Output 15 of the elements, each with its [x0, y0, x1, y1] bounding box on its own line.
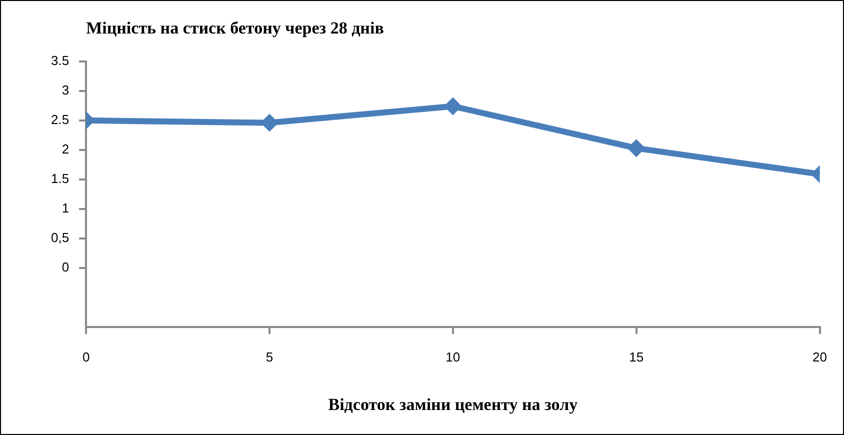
- chart-title: Міцність на стиск бетону через 28 днів: [86, 18, 384, 38]
- x-tick-label: 0: [82, 349, 90, 364]
- y-tick-label: 1: [62, 200, 70, 216]
- y-tick-label: 0: [62, 260, 70, 275]
- x-axis-title: Відсоток заміни цементу на золу: [328, 395, 578, 414]
- y-tick-label: 3: [62, 82, 70, 98]
- y-tick-label: 1.5: [50, 171, 70, 186]
- y-tick-label: 3.5: [50, 52, 70, 68]
- x-tick-label: 10: [446, 349, 460, 364]
- x-tick-label: 15: [629, 349, 644, 364]
- y-tick-label: 0,5: [50, 230, 70, 246]
- x-tick-label: 5: [266, 349, 274, 364]
- x-tick-label: 20: [812, 349, 828, 364]
- y-tick-label: 2: [62, 142, 70, 157]
- y-tick-label: 2.5: [50, 112, 70, 127]
